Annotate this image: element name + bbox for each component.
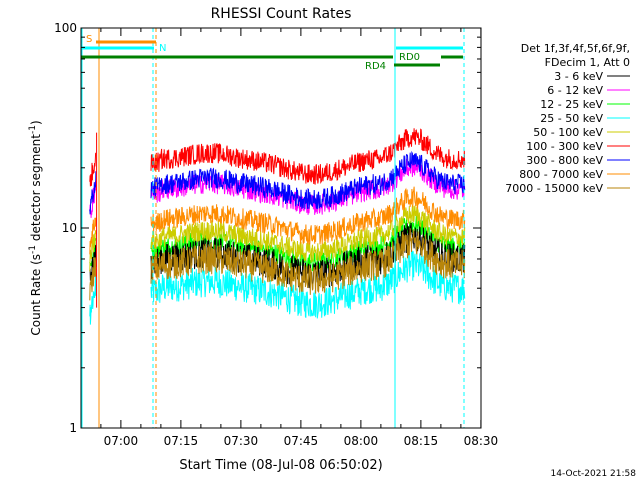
x-tick-label: 07:00 — [104, 434, 139, 448]
series-line-early — [89, 171, 97, 215]
series-line-early — [89, 257, 97, 301]
legend-header-line-2: FDecim 1, Att 0 — [545, 56, 630, 69]
legend-label: 100 - 300 keV — [526, 140, 603, 153]
data-layer — [89, 128, 466, 325]
annotation-label-rd0: RD0 — [399, 52, 420, 63]
x-tick-label: 07:15 — [164, 434, 199, 448]
series-line — [150, 157, 466, 215]
legend-label: 25 - 50 keV — [540, 112, 603, 125]
series-line — [150, 204, 466, 263]
series-line-early — [89, 152, 97, 187]
series-line-early — [89, 274, 97, 325]
series-line — [150, 128, 466, 185]
legend-label: 800 - 7000 keV — [519, 168, 603, 181]
x-tick-label: 07:45 — [284, 434, 319, 448]
x-tick-label: 08:15 — [404, 434, 439, 448]
legend-label: 12 - 25 keV — [540, 98, 603, 111]
series-line — [150, 228, 466, 295]
x-tick-label: 07:30 — [224, 434, 259, 448]
legend-label: 6 - 12 keV — [547, 84, 603, 97]
annotation-label-rd4: RD4 — [365, 61, 386, 72]
chart-title: RHESSI Count Rates — [211, 6, 352, 22]
annotation-label-s: S — [86, 34, 92, 45]
legend: Det 1f,3f,4f,5f,6f,9f, FDecim 1, Att 0 3… — [505, 42, 630, 195]
legend-label: 300 - 800 keV — [526, 154, 603, 167]
x-tick-label: 08:30 — [464, 434, 499, 448]
legend-label: 7000 - 15000 keV — [505, 182, 603, 195]
axes-layer: 07:00 07:15 07:30 07:45 08:00 08:15 08:30 1 10 10… — [54, 21, 498, 448]
footer-date: 14-Oct-2021 21:58 — [551, 469, 637, 479]
x-axis-label: Start Time (08-Jul-08 06:50:02) — [179, 458, 382, 473]
y-tick-label: 100 — [54, 21, 77, 35]
legend-header-line-1: Det 1f,3f,4f,5f,6f,9f, — [521, 42, 630, 55]
y-tick-label: 1 — [69, 421, 77, 435]
x-tick-label: 08:00 — [344, 434, 379, 448]
series-line — [150, 150, 466, 210]
series-line — [150, 186, 466, 246]
annotation-label-n: N — [159, 43, 166, 54]
series-line-early — [89, 217, 97, 255]
legend-label: 50 - 100 keV — [533, 126, 603, 139]
series-line-early — [89, 230, 97, 272]
y-axis-label: Count Rate (s-1 detector segment-1) — [28, 120, 43, 335]
legend-label: 3 - 6 keV — [554, 70, 603, 83]
y-tick-label: 10 — [62, 221, 77, 235]
annotation-layer: S N RD0 RD4 — [81, 28, 465, 428]
